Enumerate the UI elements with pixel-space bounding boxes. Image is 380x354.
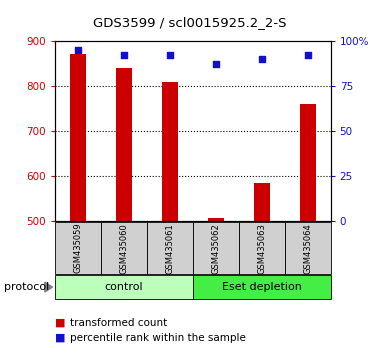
- Text: ■: ■: [55, 333, 66, 343]
- Bar: [193, 275, 331, 299]
- Point: [167, 52, 173, 58]
- Polygon shape: [45, 282, 52, 292]
- Bar: [101, 222, 147, 274]
- Text: GSM435059: GSM435059: [74, 223, 82, 274]
- Text: GSM435061: GSM435061: [165, 223, 174, 274]
- Text: percentile rank within the sample: percentile rank within the sample: [70, 333, 246, 343]
- Point: [75, 47, 81, 52]
- Bar: [70, 54, 86, 221]
- Bar: [193, 222, 239, 274]
- Point: [305, 52, 311, 58]
- Text: GSM435063: GSM435063: [257, 223, 266, 274]
- Text: protocol: protocol: [4, 282, 49, 292]
- Bar: [239, 222, 285, 274]
- Text: GSM435064: GSM435064: [303, 223, 312, 274]
- Text: ■: ■: [55, 318, 66, 328]
- Point: [259, 56, 265, 62]
- Bar: [285, 222, 331, 274]
- Bar: [299, 104, 316, 221]
- Bar: [147, 222, 193, 274]
- Text: control: control: [105, 282, 143, 292]
- Bar: [162, 82, 178, 221]
- Point: [121, 52, 127, 58]
- Text: GSM435062: GSM435062: [211, 223, 220, 274]
- Bar: [254, 183, 270, 221]
- Point: [213, 61, 219, 67]
- Bar: [55, 275, 193, 299]
- Bar: [208, 218, 224, 221]
- Text: Eset depletion: Eset depletion: [222, 282, 302, 292]
- Text: GSM435060: GSM435060: [119, 223, 128, 274]
- Bar: [55, 222, 101, 274]
- Text: GDS3599 / scl0015925.2_2-S: GDS3599 / scl0015925.2_2-S: [93, 16, 287, 29]
- Bar: [116, 68, 132, 221]
- Text: transformed count: transformed count: [70, 318, 168, 328]
